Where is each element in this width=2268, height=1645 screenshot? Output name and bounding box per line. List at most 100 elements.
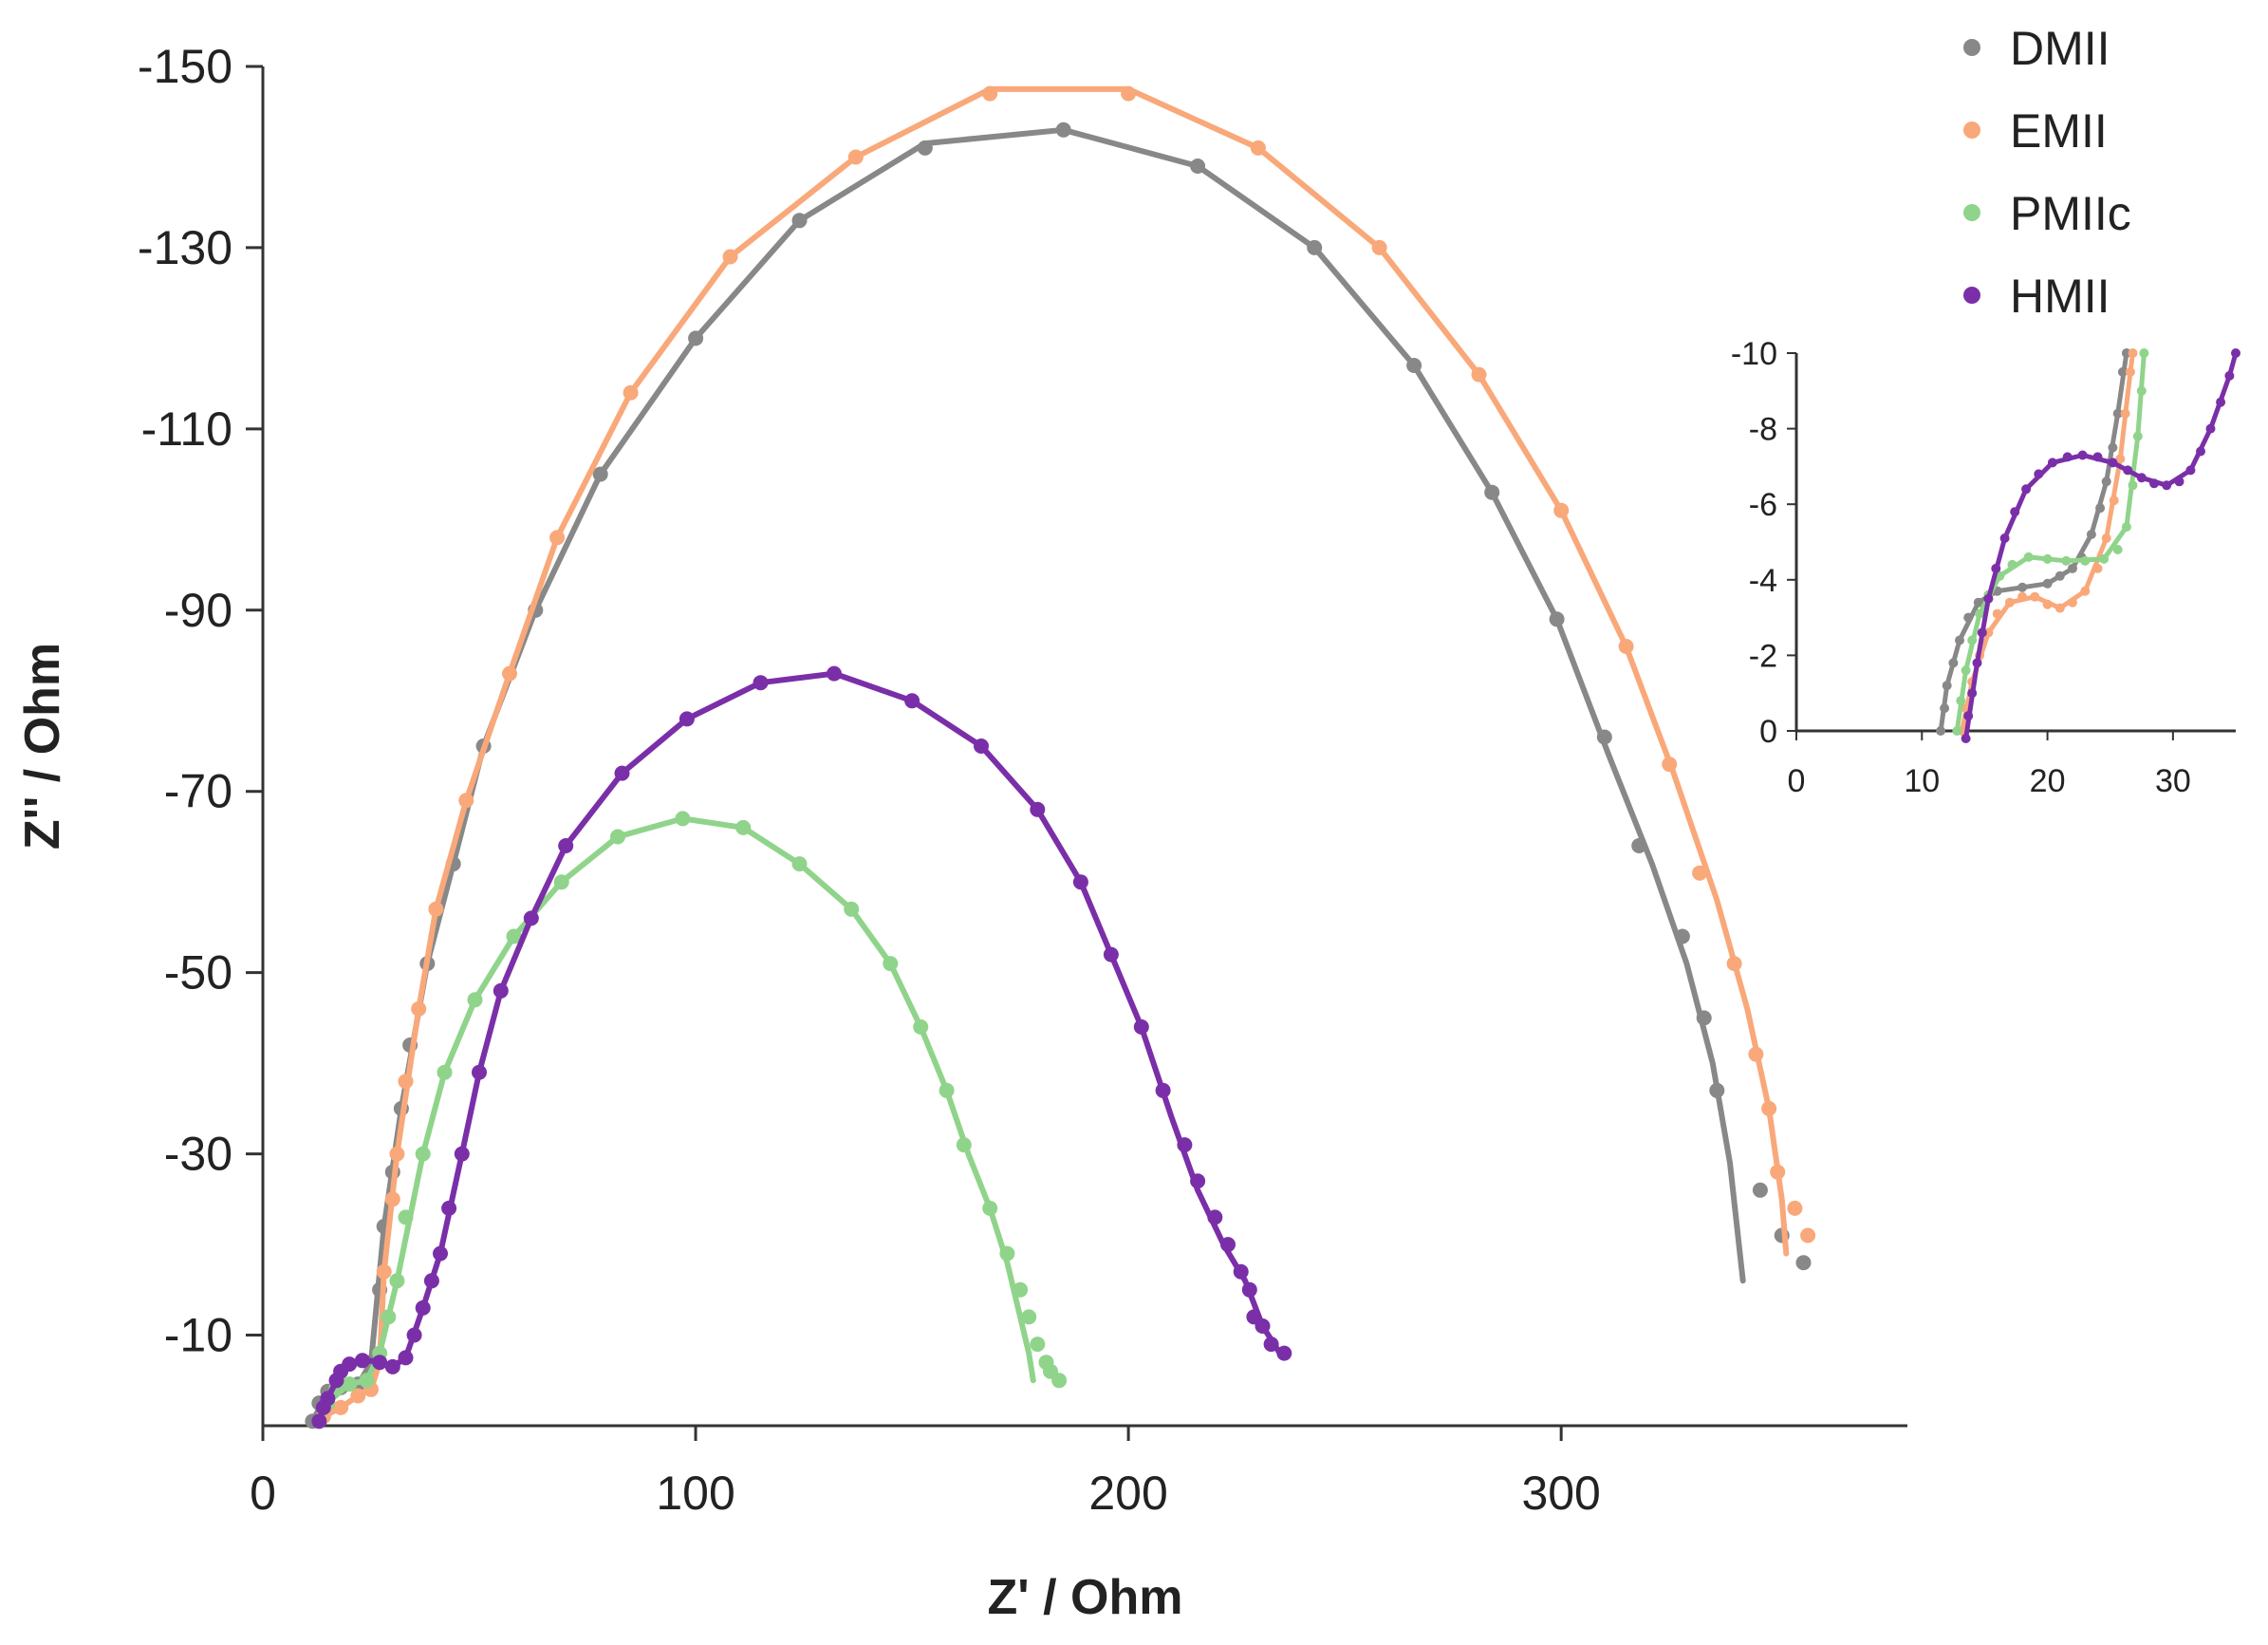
main-data-point-hmii <box>1263 1337 1279 1353</box>
legend: DMII EMII PMIIc HMII <box>1963 22 2131 323</box>
main-data-point-hmii <box>1177 1137 1193 1153</box>
inset-data-point-dmii <box>2117 366 2128 377</box>
main-data-point-hmii <box>827 665 842 682</box>
main-data-point-dmii <box>1674 928 1690 944</box>
legend-label-pmiic: PMIIc <box>2010 187 2131 240</box>
inset-y-tick-label: -10 <box>1731 336 1777 372</box>
inset-data-point-hmii <box>2205 423 2216 434</box>
inset-data-point-dmii <box>2095 503 2106 514</box>
main-data-point-emii <box>1618 639 1634 654</box>
main-data-point-emii <box>1726 956 1742 972</box>
inset-data-point-dmii <box>1955 635 1964 645</box>
main-series-hmii <box>311 665 1292 1430</box>
main-data-point-emii <box>623 384 639 401</box>
main-data-point-dmii <box>688 330 704 346</box>
inset-data-point-pmiic <box>2112 545 2123 554</box>
inset-data-point-hmii <box>1961 734 1971 743</box>
main-data-point-hmii <box>1030 801 1046 817</box>
main-data-point-hmii <box>1190 1173 1206 1189</box>
inset-plot: 0 10 20 30 0 -2 -4 -6 -8 -10 <box>1727 332 2259 826</box>
main-data-point-emii <box>389 1146 405 1162</box>
main-data-point-pmiic <box>1021 1309 1037 1325</box>
inset-y-tick-label: 0 <box>1759 714 1777 750</box>
inset-data-point-dmii <box>1936 726 1946 736</box>
inset-data-point-emii <box>2109 495 2119 506</box>
main-fit-line-hmii <box>316 670 1283 1425</box>
main-data-point-hmii <box>1220 1237 1236 1253</box>
inset-series-dmii <box>1936 348 2131 736</box>
inset-data-point-hmii <box>2224 370 2235 381</box>
legend-label-dmii: DMII <box>2010 22 2110 75</box>
inset-data-point-hmii <box>2021 484 2032 495</box>
inset-data-point-dmii <box>1973 597 1983 608</box>
inset-data-point-dmii <box>2042 578 2053 589</box>
inset-data-point-pmiic <box>2132 431 2143 441</box>
inset-data-point-pmiic <box>2136 385 2147 396</box>
x-tick-label: 0 <box>250 1467 276 1520</box>
main-data-point-emii <box>1761 1100 1777 1116</box>
main-data-point-pmiic <box>415 1146 431 1162</box>
main-data-point-hmii <box>415 1299 431 1316</box>
main-data-point-emii <box>502 665 517 682</box>
inset-data-point-hmii <box>2149 478 2159 489</box>
inset-data-point-hmii <box>1983 593 1994 604</box>
main-data-point-pmiic <box>735 819 752 835</box>
main-data-point-hmii <box>423 1273 439 1289</box>
main-data-point-pmiic <box>610 829 625 845</box>
main-data-point-dmii <box>1549 611 1565 627</box>
inset-data-point-pmiic <box>2023 551 2034 562</box>
inset-data-point-hmii <box>1977 627 1987 638</box>
legend-label-hmii: HMII <box>2010 270 2110 323</box>
inset-data-point-dmii <box>1963 612 1974 623</box>
main-data-point-hmii <box>372 1355 388 1371</box>
main-data-point-hmii <box>384 1358 400 1374</box>
main-data-point-hmii <box>454 1146 470 1162</box>
inset-data-point-emii <box>2054 603 2065 613</box>
main-data-point-emii <box>384 1191 400 1207</box>
main-data-point-pmiic <box>467 992 483 1008</box>
main-fit-line-pmiic <box>316 815 1036 1425</box>
y-tick-label: -70 <box>164 765 232 818</box>
y-tick-label: -150 <box>138 40 232 93</box>
main-data-point-pmiic <box>398 1209 414 1225</box>
main-data-point-pmiic <box>1013 1281 1029 1298</box>
main-data-point-hmii <box>493 982 509 999</box>
inset-data-point-hmii <box>1991 563 2001 573</box>
inset-fit-line-dmii <box>1938 350 2129 734</box>
main-data-point-hmii <box>433 1245 448 1262</box>
legend-label-emii: EMII <box>2010 104 2108 158</box>
main-fit-line-dmii <box>309 126 1746 1425</box>
main-data-point-pmiic <box>389 1273 405 1289</box>
inset-data-point-emii <box>2115 454 2126 464</box>
legend-marker-emii <box>1963 122 1980 139</box>
inset-x-tick-label: 10 <box>1904 763 1940 799</box>
main-data-point-pmiic <box>342 1376 358 1393</box>
main-data-point-emii <box>1121 85 1137 102</box>
inset-data-point-pmiic <box>2128 480 2138 491</box>
inset-data-point-hmii <box>1967 688 1978 699</box>
legend-marker-pmiic <box>1963 204 1980 221</box>
inset-data-point-pmiic <box>2042 553 2053 564</box>
main-data-point-emii <box>982 85 998 102</box>
main-data-point-emii <box>1770 1164 1786 1180</box>
inset-data-point-emii <box>2004 597 2015 608</box>
main-data-point-dmii <box>1752 1182 1768 1198</box>
main-data-point-hmii <box>1103 946 1119 963</box>
inset-data-point-hmii <box>2174 477 2184 487</box>
inset-data-point-emii <box>2042 599 2053 609</box>
inset-data-point-pmiic <box>2139 348 2149 358</box>
main-data-point-hmii <box>974 738 989 754</box>
main-data-point-dmii <box>791 213 808 229</box>
main-data-point-pmiic <box>956 1137 972 1153</box>
main-data-point-emii <box>1800 1227 1816 1243</box>
main-data-point-hmii <box>679 711 695 727</box>
main-data-point-dmii <box>917 140 933 156</box>
inset-data-point-pmiic <box>2061 555 2072 566</box>
inset-data-point-dmii <box>2101 477 2111 487</box>
main-data-point-emii <box>1553 502 1570 518</box>
main-data-point-hmii <box>558 838 574 853</box>
inset-data-point-emii <box>2017 591 2028 602</box>
inset-data-point-hmii <box>2047 458 2057 468</box>
